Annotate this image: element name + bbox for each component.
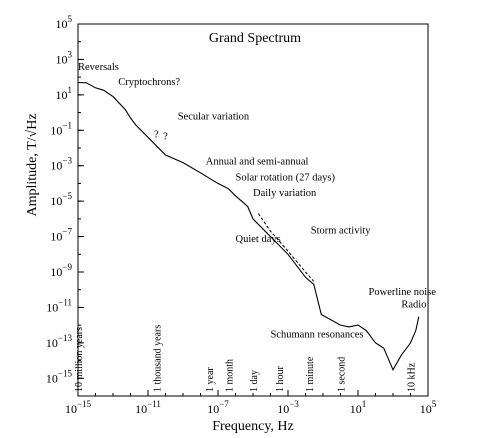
x-tick-label: 10−11: [135, 399, 161, 416]
spectrum-line: [77, 81, 420, 372]
y-tick-label: 103: [56, 49, 73, 66]
x-tick-label: 101: [350, 399, 367, 416]
x-tick-label: 10−3: [277, 399, 299, 416]
annotation-label: Solar rotation (27 days): [236, 172, 336, 183]
annotation-label: Quiet days: [236, 234, 281, 245]
annotation-label: Reversals: [78, 62, 119, 73]
y-tick-label: 105: [56, 14, 73, 31]
y-axis-label: Amplitude, T/√Hz: [25, 113, 40, 216]
period-label: 1 minute: [305, 356, 316, 392]
period-label: 1 second: [337, 357, 348, 392]
y-tick-label: 10−5: [50, 191, 72, 208]
question-marks: ??: [154, 129, 168, 142]
y-tick-label: 10−3: [50, 156, 72, 173]
quiet-days-dashed-line: [257, 213, 315, 282]
spectrum-lines: [77, 81, 420, 372]
annotation-label: Schumann resonances: [271, 330, 364, 341]
period-label: 1 month: [225, 359, 236, 392]
period-label: 1 hour: [275, 366, 286, 393]
period-labels: 10 million years 1 thousand years 1 year 1 …: [74, 325, 418, 392]
question-mark: ?: [163, 132, 168, 143]
y-tick-label: 10−1: [50, 120, 72, 137]
axis-ticks: 10−15 10−11 10−7 10−3 101 105 105 103 101 10−1 10−…: [46, 14, 437, 416]
period-label: 1 year: [205, 367, 216, 392]
period-label: 1 day: [249, 370, 260, 392]
annotation-label: Annual and semi-annual: [206, 156, 309, 167]
period-label: 10 million years: [74, 327, 85, 392]
x-axis-label: Frequency, Hz: [212, 419, 294, 434]
chart-title: Grand Spectrum: [209, 31, 301, 46]
annotation-label: Daily variation: [253, 188, 317, 199]
question-mark: ?: [154, 129, 159, 140]
annotation-label: Radio: [401, 299, 426, 310]
annotations: Reversals Cryptochrons? Secular variation A…: [78, 62, 436, 340]
y-tick-label: 10−15: [46, 368, 73, 385]
y-tick-label: 101: [56, 85, 73, 102]
x-tick-label: 10−15: [65, 399, 92, 416]
y-tick-label: 10−7: [50, 227, 72, 244]
annotation-label: Cryptochrons?: [118, 77, 180, 88]
annotation-label: Secular variation: [178, 112, 250, 123]
y-tick-label: 10−13: [46, 333, 73, 350]
period-label: 1 thousand years: [152, 325, 163, 392]
period-label: 10 kHz: [407, 362, 418, 392]
y-tick-label: 10−9: [50, 262, 72, 279]
x-tick-label: 105: [420, 399, 437, 416]
annotation-label: Powerline noise: [369, 287, 437, 298]
annotation-label: Storm activity: [311, 225, 372, 236]
x-tick-label: 10−7: [207, 399, 229, 416]
y-tick-label: 10−11: [46, 297, 72, 314]
